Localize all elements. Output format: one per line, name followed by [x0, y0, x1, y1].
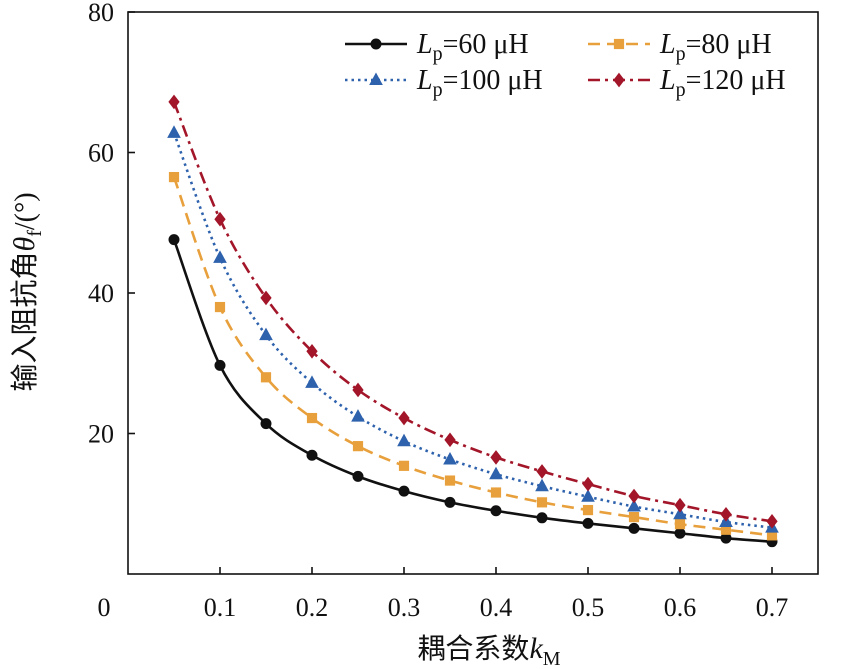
legend-label: Lp=120 μH	[659, 65, 786, 101]
series-4	[168, 94, 778, 529]
series-line	[172, 132, 773, 529]
data-point-triangle	[673, 506, 687, 520]
data-point-triangle	[627, 499, 641, 512]
y-tick-label: 60	[88, 139, 114, 168]
data-point-diamond	[214, 211, 226, 227]
x-tick-label: 0.1	[204, 593, 237, 622]
data-point-triangle	[369, 72, 383, 85]
x-axis-title: 耦合系数kM	[417, 632, 560, 669]
data-point-circle	[444, 496, 456, 508]
y-axis-title-text: 输入阻抗角	[8, 252, 41, 392]
data-point-square	[214, 301, 226, 313]
data-point-triangle	[351, 409, 365, 422]
legend: Lp=60 μH Lp=80 μH Lp=100 μH Lp=120 μH	[345, 29, 786, 101]
y-tick-label: 40	[88, 279, 114, 308]
data-point-circle	[628, 522, 640, 534]
data-point-diamond	[628, 488, 640, 504]
data-point-square	[352, 441, 364, 452]
x-axis-title-var: k	[529, 632, 543, 665]
series-line	[172, 239, 773, 543]
data-point-diamond	[352, 382, 364, 398]
data-point-circle	[674, 527, 686, 539]
data-point-triangle	[397, 433, 411, 447]
data-point-triangle	[213, 250, 227, 263]
x-tick-label: 0.3	[388, 593, 421, 622]
data-point-diamond	[536, 464, 548, 479]
plot-border	[127, 11, 819, 575]
series-3	[167, 125, 779, 533]
data-point-diamond	[613, 72, 625, 88]
legend-item: Lp=100 μH	[345, 65, 543, 101]
y-axis-title: 输入阻抗角θf/(°)	[8, 192, 46, 391]
data-point-square	[674, 519, 686, 530]
data-point-triangle	[489, 466, 503, 480]
data-point-triangle	[259, 327, 273, 341]
data-point-circle	[352, 470, 364, 482]
data-point-diamond	[306, 343, 318, 359]
x-tick-label: 0.5	[572, 593, 605, 622]
x-tick-label: 0.7	[756, 593, 789, 622]
origin-label: 0	[98, 593, 111, 622]
data-point-circle	[168, 234, 180, 246]
y-tick-label: 80	[88, 0, 114, 27]
series-2	[168, 171, 778, 541]
data-point-square	[490, 487, 502, 498]
data-point-circle	[370, 38, 382, 50]
data-point-diamond	[444, 432, 456, 448]
legend-label: Lp=60 μH	[416, 29, 529, 65]
data-point-diamond	[720, 506, 732, 522]
plot-frame	[127, 11, 819, 575]
series-line	[172, 176, 773, 537]
y-axis-title-sub: f	[24, 230, 46, 237]
data-point-circle	[398, 485, 410, 497]
data-point-circle	[214, 359, 226, 371]
legend-label: Lp=80 μH	[659, 29, 772, 65]
data-point-diamond	[398, 410, 410, 426]
x-axis-title-text: 耦合系数	[417, 632, 529, 665]
data-point-diamond	[490, 450, 502, 465]
y-axis-title-unit: /(°)	[10, 192, 41, 230]
data-point-square	[260, 372, 272, 383]
data-point-triangle	[581, 489, 595, 502]
data-point-square	[168, 171, 180, 183]
x-axis-title-sub: M	[543, 648, 561, 669]
data-point-square	[536, 497, 548, 508]
data-point-square	[628, 511, 640, 523]
data-point-circle	[582, 517, 594, 529]
data-point-triangle	[535, 478, 549, 492]
data-point-diamond	[260, 290, 272, 306]
data-point-diamond	[582, 476, 594, 492]
legend-item: Lp=60 μH	[345, 29, 529, 65]
data-point-triangle	[305, 375, 319, 388]
data-point-diamond	[766, 513, 778, 529]
data-point-square	[306, 412, 318, 424]
data-point-circle	[490, 505, 502, 517]
x-tick-label: 0.4	[480, 593, 513, 622]
data-point-square	[444, 475, 456, 486]
series-line	[172, 101, 773, 523]
legend-item: Lp=120 μH	[588, 65, 786, 101]
data-point-triangle	[167, 125, 181, 138]
x-tick-label: 0.2	[296, 593, 329, 622]
legend-item: Lp=80 μH	[588, 29, 772, 65]
data-point-diamond	[168, 94, 180, 110]
data-point-diamond	[674, 497, 686, 513]
legend-label: Lp=100 μH	[416, 65, 543, 101]
data-point-circle	[260, 418, 272, 430]
x-tick-label: 0.6	[664, 593, 697, 622]
x-axis: 0.1 0.2 0.3 0.4 0.5 0.6 0.7	[204, 567, 789, 622]
data-point-square	[398, 460, 410, 471]
y-axis: 20 40 60 80	[88, 0, 135, 449]
series-layer	[167, 94, 779, 548]
data-point-square	[582, 504, 594, 516]
data-point-circle	[536, 512, 548, 524]
data-point-circle	[306, 449, 318, 461]
y-axis-title-var: θ	[8, 237, 41, 252]
data-point-triangle	[443, 451, 457, 465]
data-point-square	[613, 38, 625, 50]
y-tick-label: 20	[88, 420, 114, 449]
series-1	[168, 234, 778, 548]
